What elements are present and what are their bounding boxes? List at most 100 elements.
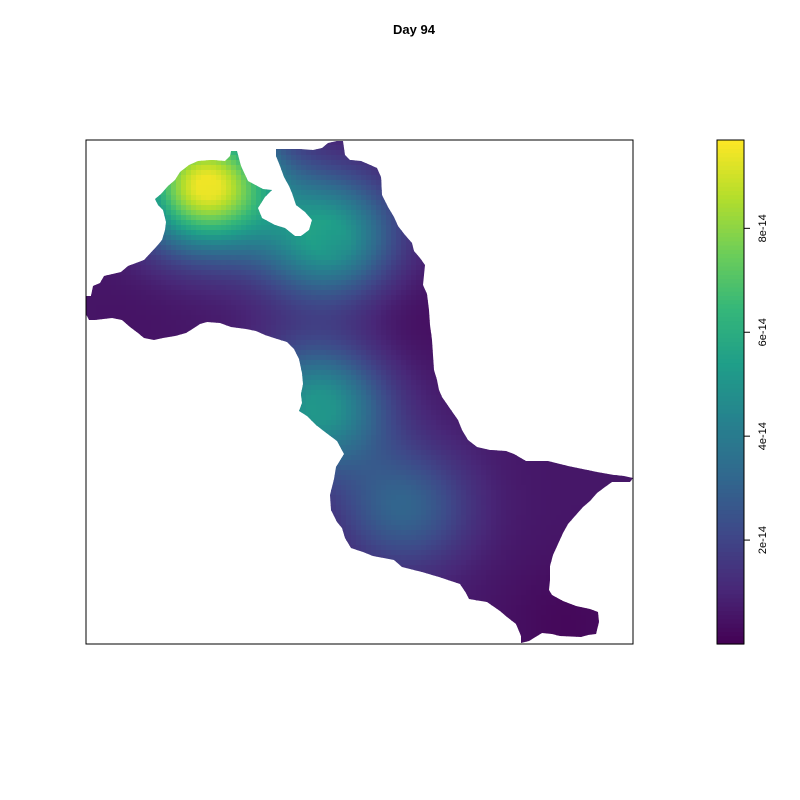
heatmap-cell [466, 340, 472, 346]
heatmap-cell [426, 355, 432, 361]
heatmap-cell [526, 225, 532, 231]
heatmap-cell [351, 345, 357, 351]
heatmap-cell [561, 280, 567, 286]
heatmap-cell [336, 315, 342, 321]
heatmap-cell [536, 220, 542, 226]
heatmap-cell [216, 220, 222, 226]
heatmap-cell [251, 225, 257, 231]
heatmap-cell [426, 290, 432, 296]
heatmap-cell [191, 230, 197, 236]
heatmap-cell [626, 345, 632, 351]
heatmap-cell [116, 210, 122, 216]
heatmap-cell [191, 295, 197, 301]
heatmap-cell [426, 170, 432, 176]
heatmap-cell [511, 275, 517, 281]
heatmap-cell [346, 235, 352, 241]
heatmap-cell [366, 160, 372, 166]
heatmap-cell [521, 275, 527, 281]
heatmap-cell [381, 300, 387, 306]
heatmap-cell [501, 305, 507, 311]
heatmap-cell [296, 290, 302, 296]
heatmap-cell [111, 275, 117, 281]
heatmap-cell [131, 220, 137, 226]
heatmap-cell [596, 155, 602, 161]
heatmap-cell [301, 280, 307, 286]
heatmap-cell [96, 315, 102, 321]
heatmap-cell [146, 200, 152, 206]
heatmap-cell [531, 310, 537, 316]
heatmap-cell [296, 260, 302, 266]
heatmap-cell [296, 250, 302, 256]
heatmap-cell [566, 225, 572, 231]
heatmap-cell [541, 325, 547, 331]
heatmap-cell [631, 155, 633, 161]
heatmap-cell [191, 345, 197, 351]
heatmap-cell [211, 205, 217, 211]
heatmap-cell [581, 280, 587, 286]
heatmap-cell [446, 340, 452, 346]
heatmap-cell [426, 345, 432, 351]
heatmap-cell [626, 320, 632, 326]
heatmap-cell [586, 355, 592, 361]
heatmap-cell [146, 185, 152, 191]
heatmap-cell [176, 145, 182, 151]
heatmap-cell [196, 365, 202, 371]
heatmap-cell [336, 275, 342, 281]
heatmap-cell [376, 260, 382, 266]
heatmap-cell [386, 275, 392, 281]
heatmap-cell [316, 350, 322, 356]
heatmap-cell [321, 285, 327, 291]
heatmap-cell [551, 325, 557, 331]
heatmap-cell [136, 255, 142, 261]
heatmap-cell [176, 220, 182, 226]
heatmap-cell [421, 335, 427, 341]
heatmap-cell [601, 190, 607, 196]
heatmap-cell [136, 141, 142, 146]
heatmap-cell [376, 205, 382, 211]
heatmap-cell [286, 170, 292, 176]
heatmap-cell [321, 335, 327, 341]
heatmap-cell [411, 325, 417, 331]
heatmap-cell [96, 300, 102, 306]
heatmap-cell [121, 340, 127, 346]
heatmap-cell [551, 205, 557, 211]
heatmap-cell [246, 185, 252, 191]
heatmap-cell [196, 250, 202, 256]
heatmap-cell [421, 270, 427, 276]
heatmap-cell [131, 240, 137, 246]
heatmap-cell [321, 160, 327, 166]
heatmap-cell [116, 165, 122, 171]
heatmap-cell [481, 145, 487, 151]
heatmap-cell [281, 305, 287, 311]
heatmap-cell [256, 165, 262, 171]
heatmap-cell [416, 185, 422, 191]
heatmap-cell [371, 280, 377, 286]
heatmap-cell [171, 355, 177, 361]
heatmap-cell [531, 345, 537, 351]
heatmap-cell [576, 345, 582, 351]
heatmap-cell [211, 155, 217, 161]
heatmap-cell [416, 250, 422, 256]
heatmap-cell [271, 150, 277, 156]
heatmap-cell [201, 200, 207, 206]
heatmap-cell [256, 310, 262, 316]
heatmap-cell [236, 170, 242, 176]
heatmap-cell [96, 290, 102, 296]
heatmap-cell [441, 175, 447, 181]
heatmap-cell [621, 220, 627, 226]
heatmap-cell [136, 345, 142, 351]
heatmap-cell [276, 205, 282, 211]
heatmap-cell [431, 155, 437, 161]
heatmap-cell [366, 300, 372, 306]
heatmap-cell [526, 280, 532, 286]
heatmap-cell [351, 205, 357, 211]
heatmap-cell [596, 175, 602, 181]
heatmap-cell [346, 230, 352, 236]
heatmap-cell [151, 160, 157, 166]
heatmap-cell [526, 295, 532, 301]
heatmap-cell [386, 225, 392, 231]
heatmap-cell [151, 165, 157, 171]
heatmap-cell [491, 345, 497, 351]
heatmap-cell [591, 275, 597, 281]
heatmap-cell [631, 170, 633, 176]
